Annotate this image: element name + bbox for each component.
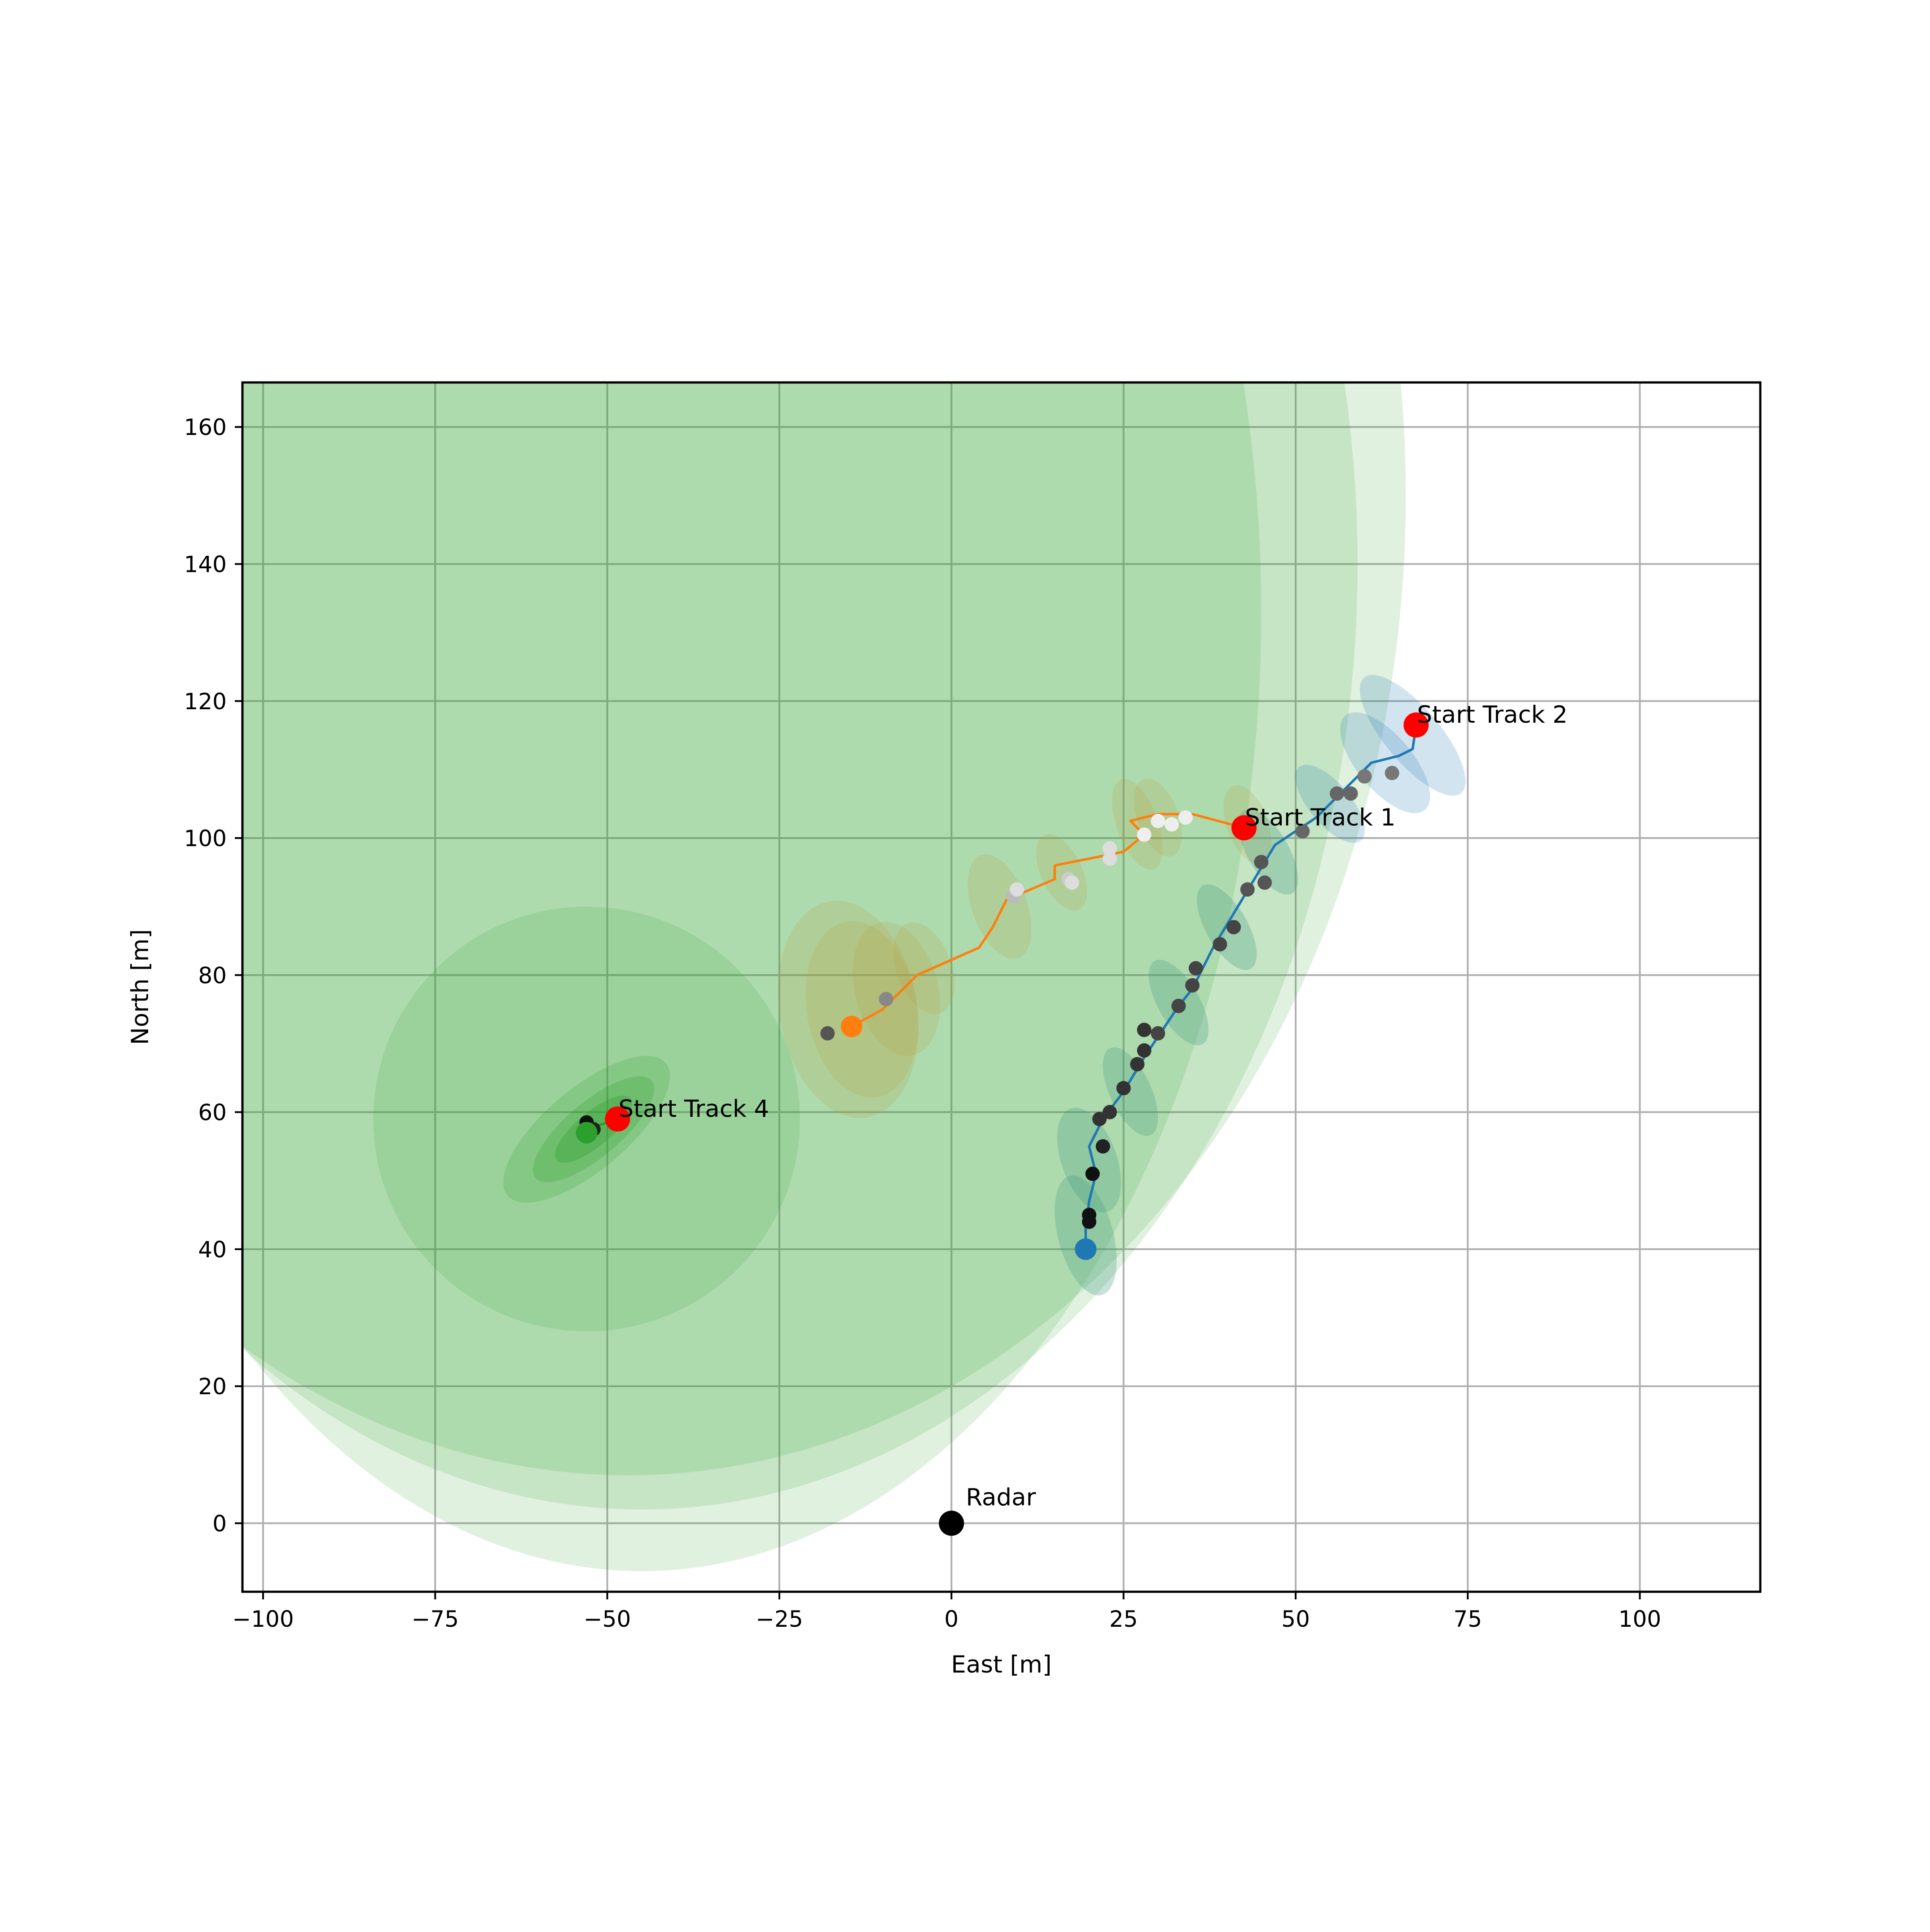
x-tick-label: −25 (756, 1606, 803, 1632)
start-marker (605, 1106, 630, 1132)
uncertainty-ellipse (1112, 778, 1163, 870)
x-tick-label: 75 (1454, 1606, 1482, 1632)
uncertainty-ellipse (805, 921, 919, 1098)
uncertainty-ellipse (1103, 1047, 1158, 1136)
measurement-point (1092, 1111, 1107, 1126)
x-tick-label: −50 (584, 1606, 631, 1632)
uncertainty-ellipse (853, 922, 940, 1056)
measurement-point (1295, 824, 1310, 839)
x-tick-label: 50 (1281, 1606, 1310, 1632)
measurement-point (1165, 817, 1179, 832)
x-tick-label: −100 (232, 1606, 294, 1632)
measurement-point (879, 992, 893, 1006)
y-tick-label: 20 (198, 1374, 227, 1400)
measurement-point (1103, 851, 1117, 866)
measurement-point (1010, 882, 1024, 897)
x-tick-label: 100 (1618, 1606, 1661, 1632)
uncertainty-ellipse (778, 900, 919, 1118)
annotations: Radar Start Track 1 Start Track 2 Start Tra… (619, 701, 1568, 1511)
uncertainty-ellipse (967, 854, 1032, 959)
measurement-point (1064, 875, 1079, 890)
measurement-point (1254, 855, 1269, 869)
track-line (851, 812, 1244, 1028)
measurement-point (1116, 1081, 1131, 1096)
measurement-point (1171, 998, 1186, 1013)
uncertainty-ellipse (1057, 1107, 1121, 1213)
uncertainty-ellipse (1036, 834, 1087, 911)
y-tick-label: 140 (184, 551, 227, 577)
y-tick-label: 60 (198, 1100, 227, 1126)
measurement-point (1137, 1043, 1152, 1058)
measurement-point (1343, 786, 1358, 801)
markers (576, 712, 1429, 1536)
track-end-marker (576, 1122, 598, 1144)
x-tick-label: −75 (412, 1606, 459, 1632)
measurement-point (1188, 961, 1203, 976)
start-marker (1403, 712, 1429, 738)
uncertainty-ellipse (242, 382, 1261, 1571)
measurement-point (1137, 827, 1152, 842)
x-tick-label: 0 (944, 1606, 958, 1632)
annotation-label: Start Track 1 (1245, 804, 1396, 831)
grid (242, 382, 1760, 1592)
measurement-point (1227, 920, 1241, 935)
measurement-point (1330, 786, 1344, 801)
x-tick-label: 25 (1109, 1606, 1138, 1632)
y-tick-label: 0 (212, 1510, 227, 1537)
y-tick-label: 80 (198, 962, 227, 988)
measurement-point (1103, 841, 1117, 856)
y-axis-label: North [m] (127, 929, 154, 1045)
uncertainty-ellipse (893, 922, 955, 1014)
measurement-point (1240, 882, 1255, 897)
radar-marker (939, 1510, 964, 1536)
y-tick-label: 40 (198, 1237, 227, 1263)
measurement-point (1085, 1166, 1100, 1181)
track-end-marker (841, 1015, 862, 1037)
annotation-label: Start Track 4 (619, 1095, 769, 1123)
measurement-point (1137, 1023, 1152, 1037)
measurement-point (1185, 978, 1200, 993)
start-marker (1231, 815, 1257, 841)
measurement-point (1082, 1208, 1096, 1222)
y-tick-label: 100 (184, 825, 227, 852)
annotation-label: Start Track 2 (1417, 701, 1568, 729)
x-axis-label: East [m] (951, 1651, 1051, 1678)
track-end-marker (1075, 1238, 1097, 1260)
measurement-point (1103, 1105, 1117, 1120)
ticks: −100 −75 −50 −25 0 25 50 75 100 0 20 40 60 80 100 120 14… (184, 414, 1662, 1632)
measurement-point (1151, 813, 1165, 828)
measurement-point (1213, 937, 1227, 952)
measurement-point (820, 1026, 835, 1041)
y-tick-label: 160 (184, 414, 227, 440)
measurement-point (1385, 766, 1399, 781)
uncertainty-ellipse (242, 382, 1406, 1475)
uncertainty-ellipse (242, 382, 1358, 1510)
uncertainty-ellipse (1340, 712, 1430, 813)
measurement-point (1130, 1057, 1145, 1071)
measurement-point (1095, 1139, 1110, 1154)
plot-frame (241, 381, 1762, 1593)
measurement-point (1357, 769, 1372, 784)
measurement-point (1257, 875, 1272, 890)
annotation-label: Radar (966, 1484, 1036, 1511)
measurement-point (1178, 810, 1193, 825)
measurement-point (1151, 1026, 1165, 1041)
y-tick-label: 120 (184, 689, 227, 715)
